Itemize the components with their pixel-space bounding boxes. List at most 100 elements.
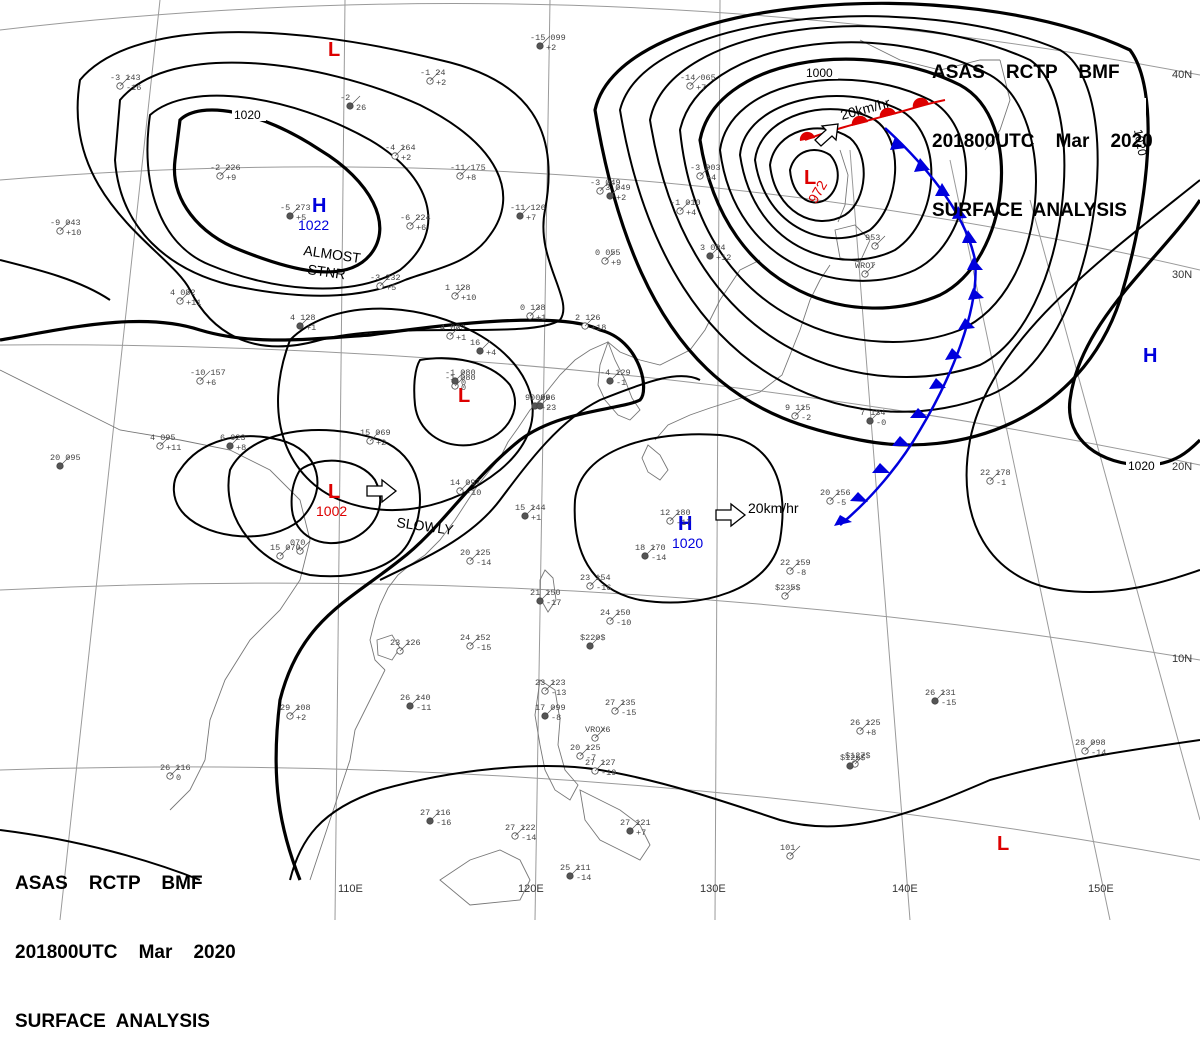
station-plot: -5 273+5 xyxy=(280,203,311,223)
station-plot: -11 175+8 xyxy=(450,163,486,183)
station-reading: VROX6 xyxy=(585,725,611,735)
station-plot: -14 065+7 xyxy=(680,73,716,93)
wind-barb-icon xyxy=(59,455,71,467)
lon-label-110e: 110E xyxy=(338,883,363,895)
station-plot: 26 125+8 xyxy=(850,718,881,738)
station-reading: 26 116 xyxy=(160,763,191,773)
station-tendency: -2 xyxy=(541,403,551,413)
wind-barb-icon xyxy=(379,275,391,287)
wind-barb-icon xyxy=(59,220,71,232)
station-tendency: +2 xyxy=(376,438,386,448)
isobar-1000 xyxy=(698,57,1004,310)
station-reading: 4 128 xyxy=(290,313,316,323)
station-tendency: +11 xyxy=(186,298,201,308)
isobar-inner-low-central xyxy=(413,357,516,447)
header-bottom-line2: 201800UTC Mar 2020 xyxy=(15,942,236,963)
wind-barb-icon xyxy=(169,765,181,777)
wind-barb-icon xyxy=(529,305,541,317)
coast-china xyxy=(369,259,761,671)
station-tendency: -15 xyxy=(621,708,636,718)
station-reading: 2 126 xyxy=(575,313,601,323)
station-plot: -10 157+6 xyxy=(190,368,226,388)
station-tendency: +2 xyxy=(296,713,306,723)
station-reading: 4 083 xyxy=(440,323,466,333)
warm-front-bumps xyxy=(799,97,929,141)
station-plot: WROT xyxy=(855,261,875,278)
isobar-south xyxy=(289,739,1200,881)
weather-map: 40N 30N 20N 10N 110E 120E 130E 140E 150E xyxy=(0,0,1200,920)
low-center-north: L xyxy=(328,39,340,61)
station-tendency: +11 xyxy=(166,443,181,453)
isobar-label-1020-west: 1020 xyxy=(234,108,261,122)
station-tendency: +10 xyxy=(66,228,81,238)
station-plot: -6 224+6 xyxy=(400,213,431,233)
station-reading: 9 115 xyxy=(785,403,811,413)
station-tendency: +8 xyxy=(236,443,246,453)
station-reading: 953 xyxy=(865,233,880,243)
station-tendency: +2 xyxy=(401,153,411,163)
station-plot: 20 095 xyxy=(50,453,81,470)
station-reading: 0 096 xyxy=(530,393,556,403)
station-reading: -3 049 xyxy=(600,183,631,193)
station-reading: 20 125 xyxy=(570,743,601,753)
station-plot: 23 154-16 xyxy=(580,573,611,593)
isobar-cyc-3 xyxy=(753,108,896,240)
wind-barb-icon xyxy=(394,145,406,157)
station-tendency: +9 xyxy=(611,258,621,268)
station-plot: 27 135-15 xyxy=(605,698,636,718)
station-tendency: -14 xyxy=(476,558,491,568)
station-plot: 27 127-19 xyxy=(585,758,616,778)
wind-barb-icon xyxy=(569,865,581,877)
lat-line-0 xyxy=(0,766,1200,861)
station-plot: 0 096-3 xyxy=(530,393,556,413)
station-tendency: +7 xyxy=(636,828,646,838)
coast-bay-bengal xyxy=(169,759,206,811)
station-plots: -15 099+2-3 143-16-1 24+2-226-4 164+2-2 … xyxy=(50,33,1106,883)
station-plot: 20 125-14 xyxy=(460,548,491,568)
station-tendency: -2 xyxy=(801,413,811,423)
station-plot: 29 108+2 xyxy=(280,703,311,723)
station-reading: 27 121 xyxy=(620,818,651,828)
station-tendency: +2 xyxy=(436,78,446,88)
station-plot: 24 150-10 xyxy=(600,608,631,628)
lon-line-120e xyxy=(534,0,551,920)
station-tendency: -16 xyxy=(126,83,141,93)
station-tendency: 26 xyxy=(356,103,366,113)
station-reading: 6 023 xyxy=(220,433,246,443)
coast-india xyxy=(0,369,311,761)
station-plot: 25 111-14 xyxy=(560,863,591,883)
wind-barb-icon xyxy=(709,245,721,257)
wind-barb-icon xyxy=(614,700,626,712)
station-plot: 24 152-15 xyxy=(460,633,491,653)
station-plot: 27 121+7 xyxy=(620,818,651,838)
wind-barb-icon xyxy=(119,75,131,87)
note-stnr: STNR xyxy=(307,261,347,282)
station-tendency: +4 xyxy=(706,173,716,183)
station-plot: 953 xyxy=(865,233,886,250)
graticule xyxy=(0,0,1200,920)
station-tendency: +2 xyxy=(616,193,626,203)
low-center-cyclone: L xyxy=(804,167,816,189)
station-reading: -5 273 xyxy=(280,203,311,213)
isobar-east-outer xyxy=(965,179,1200,593)
station-reading: -4 129 xyxy=(600,368,631,378)
station-tendency: +10 xyxy=(461,293,476,303)
isobar-south-2 xyxy=(0,829,201,881)
isobar-cyc-2 xyxy=(768,127,865,222)
station-reading: -3 143 xyxy=(110,73,141,83)
station-reading: -2 xyxy=(340,93,350,103)
station-plot: 9 115-2 xyxy=(785,403,811,423)
lon-line-100e xyxy=(59,0,161,920)
station-reading: -3 049 xyxy=(590,178,621,188)
station-reading: -1 080 xyxy=(445,368,476,378)
isobar-cyc-1 xyxy=(788,149,839,204)
station-tendency: -14 xyxy=(651,553,666,563)
station-reading: -4 164 xyxy=(385,143,416,153)
station-plot: $220$ xyxy=(580,633,606,650)
wind-barb-icon xyxy=(459,165,471,177)
station-tendency: -10 xyxy=(616,618,631,628)
wind-barb-icon xyxy=(219,165,231,177)
header-bottom-line3: SURFACE ANALYSIS xyxy=(15,1011,210,1032)
station-reading: 29 108 xyxy=(280,703,311,713)
